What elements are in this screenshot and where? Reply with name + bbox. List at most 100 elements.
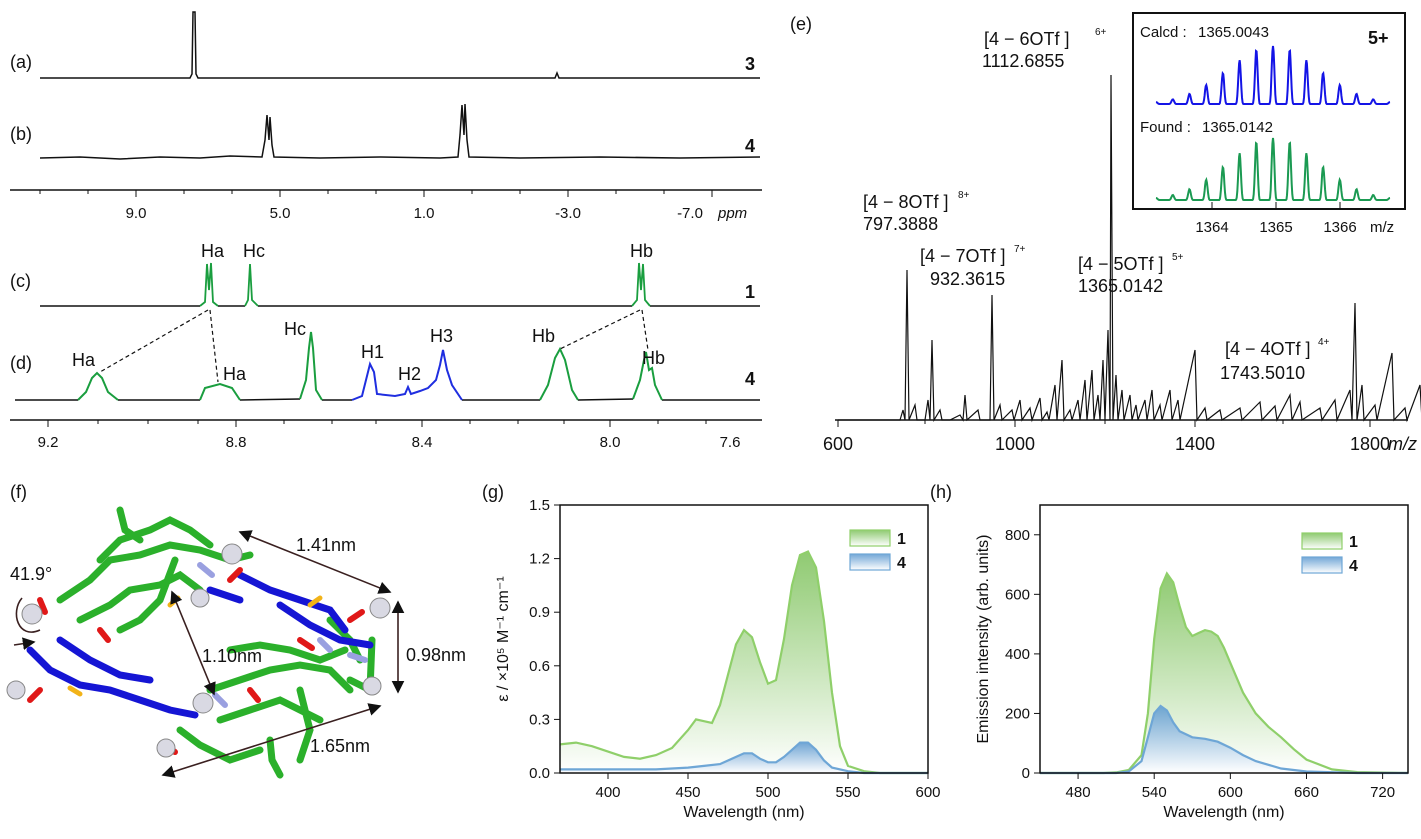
ms-tick-600: 600 — [823, 434, 853, 454]
ms-ann-6-species: [4 − 6OTf ] — [984, 29, 1070, 49]
ms-ann-4-species: [4 − 4OTf ] — [1225, 339, 1311, 359]
x-tick-label: 540 — [1142, 784, 1167, 801]
y-tick-label: 600 — [1005, 586, 1030, 603]
legend-label-4: 4 — [1349, 558, 1358, 575]
compound-label-4-bottom: 4 — [745, 369, 755, 389]
x-axis-label: Wavelength (nm) — [1163, 804, 1284, 821]
panel-label-g: (g) — [482, 482, 504, 502]
peak-label-ha1-d: Ha — [72, 350, 96, 370]
peak-label-hc-d: Hc — [284, 319, 306, 339]
panel-label-f: (f) — [10, 482, 27, 502]
absorption-chart: (g) 400 450 500 550 600 0.0 0.3 0.6 0.9 1.2 1.5 Wav… — [482, 482, 941, 821]
legend-label-1: 1 — [1349, 534, 1358, 551]
structure-panel: (f) — [6, 482, 466, 779]
axis-bottom-ticks — [47, 420, 707, 427]
legend-label-1: 1 — [897, 531, 906, 548]
compound-label-3: 3 — [745, 54, 755, 74]
ms-ann-4-mz: 1743.5010 — [1220, 363, 1305, 383]
nmr-top-panel: (a) (b) 3 4 9.0 5.0 1.0 -3.0 -7.0 ppm — [10, 11, 762, 222]
x-tick-label: 660 — [1294, 784, 1319, 801]
emission-chart: (h) 480 540 600 660 720 0 200 400 600 800 Waveleng… — [930, 482, 1409, 821]
inset-found-trace — [1155, 137, 1391, 201]
ms-xlabel: m/z — [1388, 434, 1417, 454]
inset-found-label: Found : — [1140, 119, 1191, 136]
compound-label-1: 1 — [745, 282, 755, 302]
inset-tick-1366: 1366 — [1323, 219, 1356, 236]
y-tick-label: 0.0 — [529, 765, 550, 782]
panel-label-h: (h) — [930, 482, 952, 502]
tick-top-5: 5.0 — [270, 205, 291, 222]
ms-ann-8-mz: 797.3888 — [863, 214, 938, 234]
ppm-unit-top: ppm — [717, 205, 747, 222]
panel-label-c: (c) — [10, 271, 31, 291]
tick-bottom-80: 8.0 — [600, 434, 621, 451]
x-tick-label: 480 — [1066, 784, 1091, 801]
y-tick-label: 0.9 — [529, 604, 550, 621]
x-axis-label: Wavelength (nm) — [683, 804, 804, 821]
y-tick-label: 800 — [1005, 527, 1030, 544]
peak-label-ha-c: Ha — [201, 241, 225, 261]
ms-ann-7-mz: 932.3615 — [930, 269, 1005, 289]
ms-ann-6-mz: 1112.6855 — [982, 51, 1064, 71]
ms-panel: (e) 600 1000 1400 1800 m/z [4 − 6OTf ] 6… — [790, 12, 1421, 454]
y-tick-label: 0.3 — [529, 711, 550, 728]
dim-label-165: 1.65nm — [310, 736, 370, 756]
peak-labels: Ha Hc Hb Ha Ha Hc H1 H2 H3 Hb Hb — [72, 241, 665, 384]
legend-swatch-1 — [849, 529, 891, 547]
tick-top-1: 1.0 — [414, 205, 435, 222]
x-tick-label: 500 — [755, 784, 780, 801]
ms-axis-ticks — [837, 420, 1371, 427]
correlation-dashes — [99, 309, 649, 383]
series-line-1 — [559, 550, 928, 775]
dimension-arrows — [13, 530, 405, 778]
series-line-4 — [560, 741, 928, 775]
panel-label-d: (d) — [10, 353, 32, 373]
ms-ann-7-charge: 7+ — [1014, 244, 1026, 255]
ms-annotations: [4 − 6OTf ] 6+ 1112.6855 [4 − 8OTf ] 8+ … — [863, 27, 1330, 383]
legend-swatch-4 — [1301, 556, 1343, 574]
panel-label-b: (b) — [10, 124, 32, 144]
peak-label-hb-c: Hb — [630, 241, 653, 261]
ms-tick-1800: 1800 — [1350, 434, 1390, 454]
peak-label-h3-d: H3 — [430, 326, 453, 346]
panel-label-e: (e) — [790, 14, 812, 34]
plot-frame — [559, 504, 929, 774]
x-tick-label: 720 — [1370, 784, 1395, 801]
ms-ann-5-species: [4 − 5OTf ] — [1078, 254, 1164, 274]
y-tick-label: 400 — [1005, 646, 1030, 663]
x-tick-label: 550 — [835, 784, 860, 801]
inset-tick-1365: 1365 — [1259, 219, 1292, 236]
x-tick-label: 600 — [1218, 784, 1243, 801]
ms-ann-7-species: [4 − 7OTf ] — [920, 246, 1006, 266]
legend-swatch-4 — [849, 553, 891, 571]
angle-label: 41.9° — [10, 564, 52, 584]
dim-label-098: 0.98nm — [406, 645, 466, 665]
tick-bottom-88: 8.8 — [226, 434, 247, 451]
ms-spectrum — [838, 74, 1421, 423]
y-tick-label: 0 — [1022, 765, 1030, 782]
peak-label-h2-d: H2 — [398, 364, 421, 384]
peak-label-hb2-d: Hb — [642, 348, 665, 368]
inset-tick-1364: 1364 — [1195, 219, 1228, 236]
ms-ann-8-charge: 8+ — [958, 190, 970, 201]
series-area-4 — [1040, 706, 1408, 773]
tick-bottom-92: 9.2 — [38, 434, 59, 451]
ms-ann-8-species: [4 − 8OTf ] — [863, 192, 949, 212]
dim-label-110: 1.10nm — [202, 646, 262, 666]
peak-label-h1-d: H1 — [361, 342, 384, 362]
ms-ann-6-charge: 6+ — [1095, 27, 1107, 38]
inset-calcd-trace — [1155, 45, 1391, 105]
inset-calcd-label: Calcd : — [1140, 24, 1187, 41]
series-area-4 — [560, 742, 928, 773]
ms-ann-4-charge: 4+ — [1318, 337, 1330, 348]
tick-top-m3: -3.0 — [555, 205, 581, 222]
inset-frame — [1132, 12, 1406, 210]
compound-label-4-top: 4 — [745, 136, 755, 156]
legend-label-4: 4 — [897, 555, 906, 572]
series-area-1 — [560, 551, 928, 773]
spectrum-d-blue — [351, 349, 463, 401]
y-axis-label: Emission intensity (arb. units) — [975, 535, 992, 744]
ms-tick-1400: 1400 — [1175, 434, 1215, 454]
tick-top-9: 9.0 — [126, 205, 147, 222]
x-tick-label: 600 — [915, 784, 940, 801]
